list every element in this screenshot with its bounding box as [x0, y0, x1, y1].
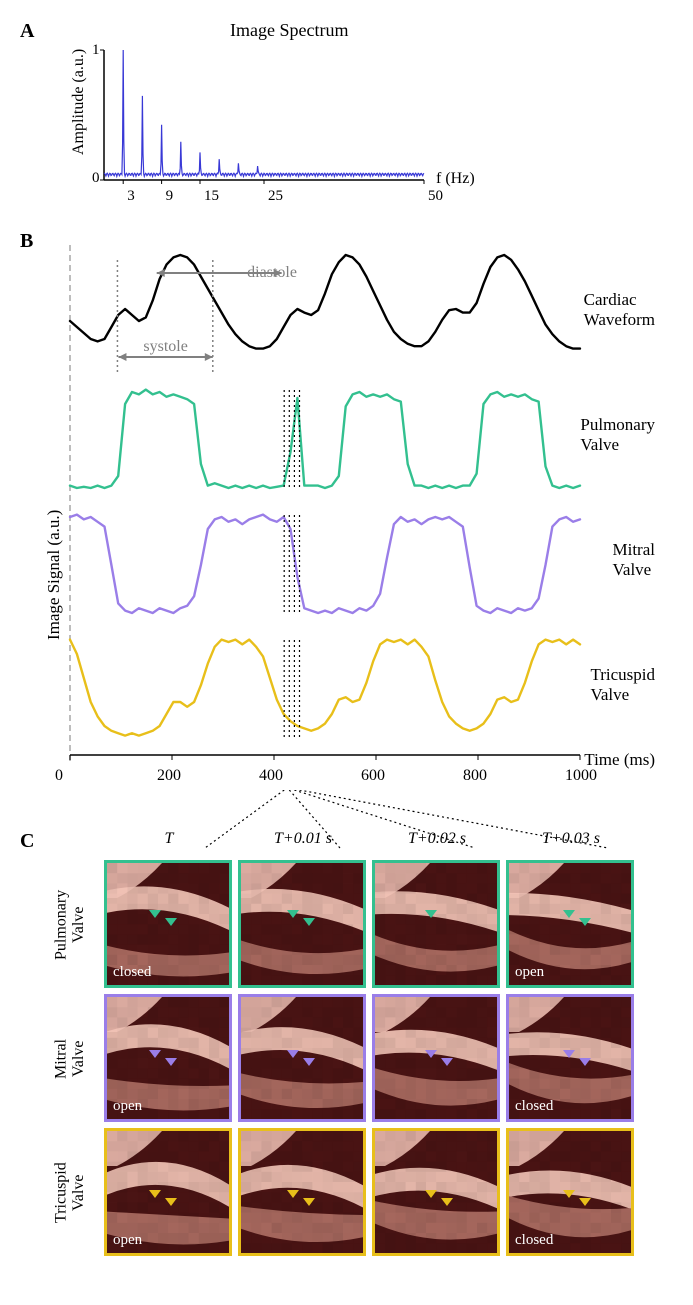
panel-c-tile: open [506, 860, 634, 988]
panel-c-tile [372, 1128, 500, 1256]
panel-b-xtick: 200 [157, 767, 181, 785]
tissue-image [241, 863, 363, 985]
panel-a-xtick: 50 [428, 188, 443, 205]
svg-text:diastole: diastole [247, 264, 297, 281]
panel-b-xtick: 1000 [565, 767, 597, 785]
panel-a-chart [90, 45, 430, 185]
panel-a-xtick: 9 [166, 188, 174, 205]
trace-label-tricuspid: TricuspidValve [590, 665, 655, 705]
panel-b-xtick: 400 [259, 767, 283, 785]
panel-c-tile [238, 860, 366, 988]
panel-c-tile: open [104, 994, 232, 1122]
panel-b: B Image Signal (a.u.) systolediastole Ca… [20, 230, 673, 810]
tile-state-label: closed [113, 964, 151, 981]
tissue-image [375, 997, 497, 1119]
panel-c-row-label: PulmonaryValve [40, 860, 100, 990]
panel-a-xtick: 25 [268, 188, 283, 205]
panel-c-tile [238, 994, 366, 1122]
panel-c-label: C [20, 830, 34, 853]
tile-state-label: open [113, 1232, 142, 1249]
trace-label-mitral: MitralValve [613, 540, 656, 580]
trace-label-pulmonary: PulmonaryValve [580, 415, 655, 455]
leader-lines [60, 790, 680, 850]
tissue-image [241, 1131, 363, 1253]
panel-c: C TT+0.01 sT+0.02 sT+0.03 sPulmonaryValv… [20, 830, 673, 1258]
panel-b-chart: systole diastole [60, 240, 600, 780]
panel-c-tile: closed [506, 1128, 634, 1256]
tile-state-label: open [515, 964, 544, 981]
panel-a-label: A [20, 20, 34, 43]
panel-a: A Image Spectrum Amplitude (a.u.) f (Hz)… [20, 20, 673, 220]
tile-state-label: closed [515, 1098, 553, 1115]
panel-c-tile: closed [104, 860, 232, 988]
tissue-image [375, 1131, 497, 1253]
trace-label-cardiac: CardiacWaveform [584, 290, 655, 330]
panel-a-xtick: 3 [127, 188, 135, 205]
panel-b-xtick: 600 [361, 767, 385, 785]
panel-c-row-label: MitralValve [40, 994, 100, 1124]
panel-a-title: Image Spectrum [230, 20, 348, 41]
panel-b-xtick: 800 [463, 767, 487, 785]
panel-c-tile: open [104, 1128, 232, 1256]
panel-c-tile [372, 860, 500, 988]
tissue-image [375, 863, 497, 985]
svg-text:systole: systole [143, 338, 187, 355]
panel-c-tile [238, 1128, 366, 1256]
tissue-image [241, 997, 363, 1119]
panel-c-tile: closed [506, 994, 634, 1122]
tile-state-label: closed [515, 1232, 553, 1249]
panel-a-ylabel: Amplitude (a.u.) [70, 49, 88, 155]
panel-b-xtick: 0 [55, 767, 63, 785]
panel-b-label: B [20, 230, 33, 253]
panel-c-row-label: TricuspidValve [40, 1128, 100, 1258]
panel-a-xlabel: f (Hz) [436, 170, 475, 188]
tile-state-label: open [113, 1098, 142, 1115]
panel-a-xtick: 15 [204, 188, 219, 205]
panel-c-tile [372, 994, 500, 1122]
